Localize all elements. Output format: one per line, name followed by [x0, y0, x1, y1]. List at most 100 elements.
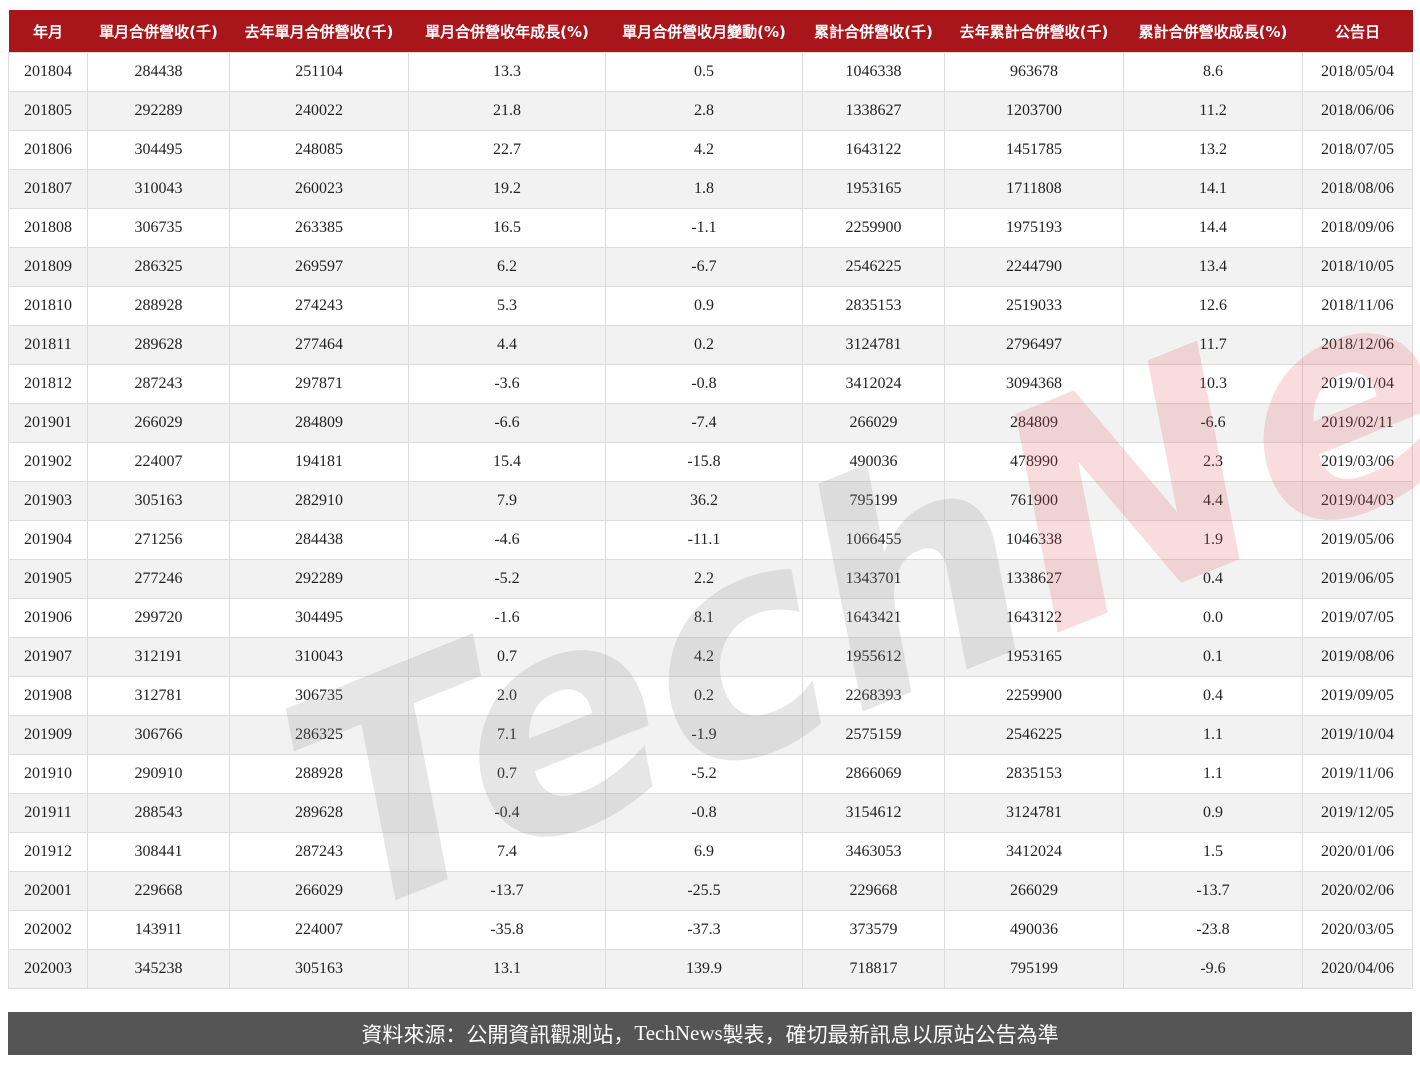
table-cell: 289628 [229, 793, 409, 833]
table-cell: 312191 [87, 637, 230, 677]
table-cell: 1975193 [944, 208, 1124, 248]
table-cell: 201806 [8, 130, 88, 170]
table-cell: 139.9 [605, 949, 803, 989]
table-cell: 2018/08/06 [1302, 169, 1413, 209]
table-cell: 2019/11/06 [1302, 754, 1413, 794]
table-row: 201905 277246 292289 -5.2 2.2 1343701 1338627 0… [8, 559, 1413, 599]
table-cell: 202001 [8, 871, 88, 911]
table-cell: 2575159 [802, 715, 945, 755]
table-cell: 3463053 [802, 832, 945, 872]
table-cell: 2020/03/05 [1302, 910, 1413, 950]
table-cell: -6.6 [1123, 403, 1303, 443]
table-cell: -13.7 [1123, 871, 1303, 911]
table-cell: 3154612 [802, 793, 945, 833]
table-cell: -0.8 [605, 364, 803, 404]
table-row: 201811 289628 277464 4.4 0.2 3124781 2796497 11… [8, 325, 1413, 365]
table-row: 201902 224007 194181 15.4 -15.8 490036 478990 2… [8, 442, 1413, 482]
table-cell: -13.7 [408, 871, 606, 911]
table-cell: -25.5 [605, 871, 803, 911]
table-cell: 2019/05/06 [1302, 520, 1413, 560]
table-cell: 2018/11/06 [1302, 286, 1413, 326]
table-cell: 251104 [229, 52, 409, 92]
table-cell: 1451785 [944, 130, 1124, 170]
table-cell: 2018/12/06 [1302, 325, 1413, 365]
table-cell: 3124781 [944, 793, 1124, 833]
table-cell: 490036 [944, 910, 1124, 950]
table-cell: 1338627 [802, 91, 945, 131]
table-row: 202002 143911 224007 -35.8 -37.3 373579 490036… [8, 910, 1413, 950]
table-cell: 1203700 [944, 91, 1124, 131]
table-cell: 1.1 [1123, 754, 1303, 794]
table-row: 201912 308441 287243 7.4 6.9 3463053 3412024 1.… [8, 832, 1413, 872]
table-cell: 2835153 [944, 754, 1124, 794]
table-cell: 0.9 [605, 286, 803, 326]
table-cell: 1.9 [1123, 520, 1303, 560]
table-cell: -1.1 [605, 208, 803, 248]
table-cell: 2546225 [802, 247, 945, 287]
table-cell: -6.6 [408, 403, 606, 443]
table-cell: 266029 [944, 871, 1124, 911]
table-row: 201903 305163 282910 7.9 36.2 795199 761900 4.4… [8, 481, 1413, 521]
table-cell: 299720 [87, 598, 230, 638]
table-cell: 21.8 [408, 91, 606, 131]
table-row: 201907 312191 310043 0.7 4.2 1955612 1953165 0.… [8, 637, 1413, 677]
table-cell: 1343701 [802, 559, 945, 599]
table-cell: -23.8 [1123, 910, 1303, 950]
table-cell: 718817 [802, 949, 945, 989]
table-cell: 2020/04/06 [1302, 949, 1413, 989]
header-row: 年月 單月合併營收(千) 去年單月合併營收(千) 單月合併營收年成長(%) 單月合併營收… [8, 10, 1413, 53]
table-cell: 13.2 [1123, 130, 1303, 170]
table-cell: 224007 [87, 442, 230, 482]
table-cell: 288928 [87, 286, 230, 326]
table-row: 201804 284438 251104 13.3 0.5 1046338 963678 8.… [8, 52, 1413, 92]
table-cell: 7.4 [408, 832, 606, 872]
table-cell: 1.5 [1123, 832, 1303, 872]
table-cell: 1338627 [944, 559, 1124, 599]
table-cell: 201907 [8, 637, 88, 677]
table-cell: 308441 [87, 832, 230, 872]
table-cell: 2018/09/06 [1302, 208, 1413, 248]
table-cell: 7.1 [408, 715, 606, 755]
table-cell: 1711808 [944, 169, 1124, 209]
table-cell: -5.2 [408, 559, 606, 599]
column-header: 去年單月合併營收(千) [229, 10, 409, 53]
table-cell: 229668 [802, 871, 945, 911]
table-cell: 271256 [87, 520, 230, 560]
table-cell: 277464 [229, 325, 409, 365]
table-cell: 1643122 [944, 598, 1124, 638]
table-cell: 274243 [229, 286, 409, 326]
table-cell: 0.4 [1123, 676, 1303, 716]
table-cell: 2018/10/05 [1302, 247, 1413, 287]
column-header: 單月合併營收月變動(%) [605, 10, 803, 53]
column-header: 公告日 [1302, 10, 1413, 53]
table-cell: 286325 [229, 715, 409, 755]
table-cell: 224007 [229, 910, 409, 950]
table-row: 201904 271256 284438 -4.6 -11.1 1066455 104633… [8, 520, 1413, 560]
table-cell: 13.1 [408, 949, 606, 989]
table-cell: 795199 [944, 949, 1124, 989]
table-cell: 2018/06/06 [1302, 91, 1413, 131]
table-cell: 19.2 [408, 169, 606, 209]
table-cell: 2259900 [944, 676, 1124, 716]
table-cell: 11.7 [1123, 325, 1303, 365]
table-cell: 795199 [802, 481, 945, 521]
table-cell: 2019/09/05 [1302, 676, 1413, 716]
table-cell: 2019/04/03 [1302, 481, 1413, 521]
column-header: 累計合併營收(千) [802, 10, 945, 53]
footer-brand: TechNews [634, 1021, 723, 1045]
table-cell: 310043 [87, 169, 230, 209]
table-cell: 201811 [8, 325, 88, 365]
table-cell: 2546225 [944, 715, 1124, 755]
table-cell: -4.6 [408, 520, 606, 560]
table-cell: 3412024 [802, 364, 945, 404]
table-cell: -11.1 [605, 520, 803, 560]
table-cell: -6.7 [605, 247, 803, 287]
revenue-table: 年月 單月合併營收(千) 去年單月合併營收(千) 單月合併營收年成長(%) 單月合併營收… [8, 10, 1413, 989]
table-cell: -9.6 [1123, 949, 1303, 989]
table-cell: 0.0 [1123, 598, 1303, 638]
table-cell: 15.4 [408, 442, 606, 482]
table-cell: 286325 [87, 247, 230, 287]
table-cell: -35.8 [408, 910, 606, 950]
table-cell: 201909 [8, 715, 88, 755]
table-row: 201808 306735 263385 16.5 -1.1 2259900 1975193… [8, 208, 1413, 248]
